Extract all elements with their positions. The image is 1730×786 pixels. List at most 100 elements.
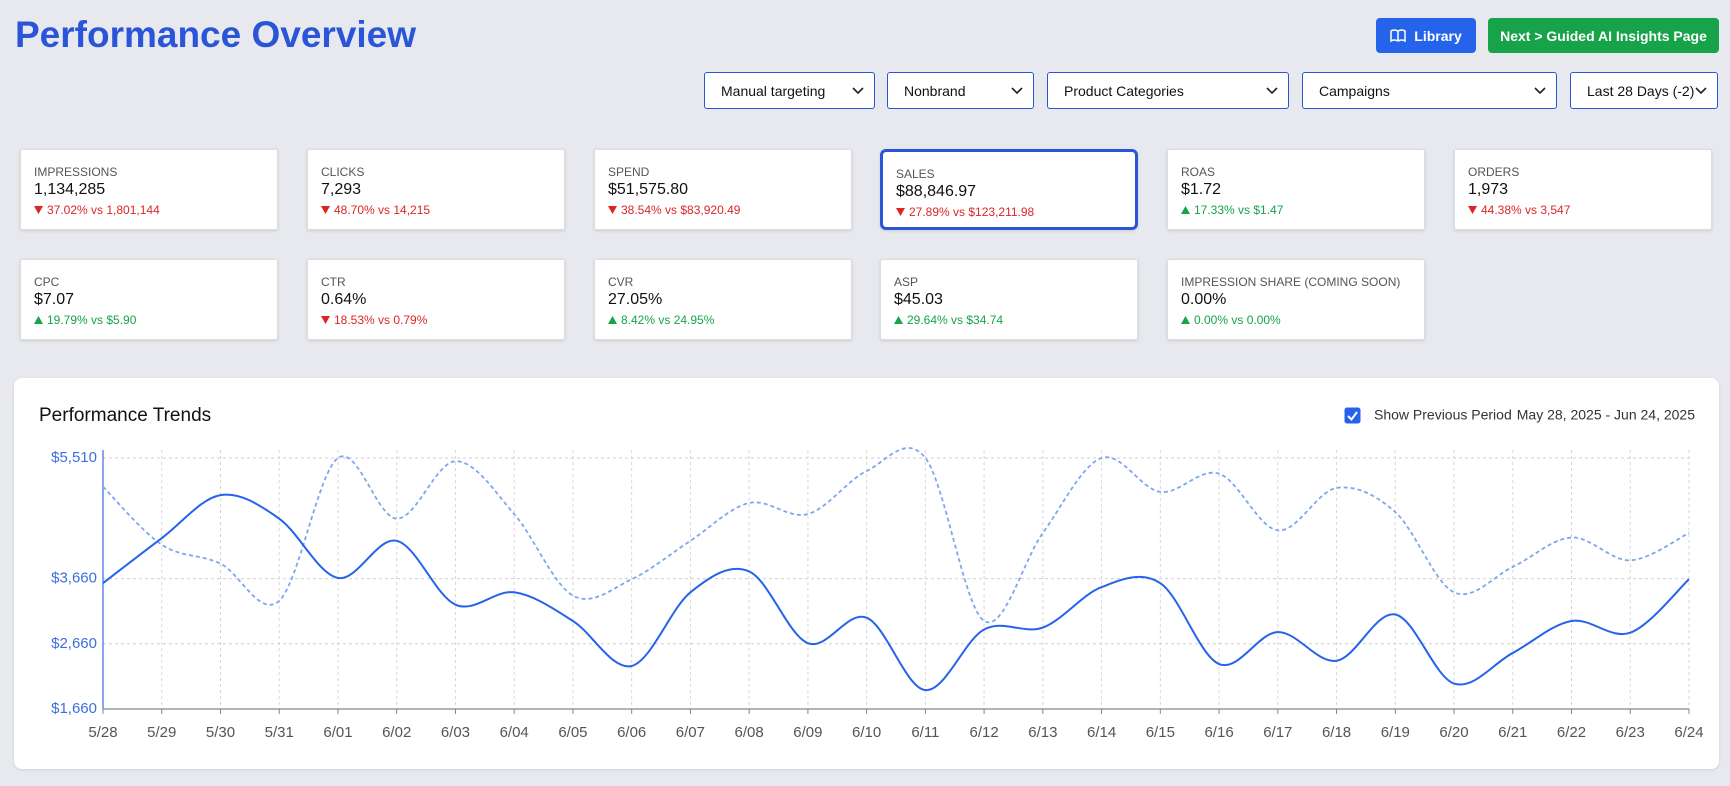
metric-card[interactable]: IMPRESSIONS 1,134,285 37.02% vs 1,801,144 xyxy=(20,149,278,230)
metric-label: CVR xyxy=(608,275,634,289)
x-tick-label: 6/01 xyxy=(323,724,352,741)
x-tick-label: 6/12 xyxy=(970,724,999,741)
metric-change-text: 8.42% vs 24.95% xyxy=(621,313,715,327)
filter-dropdown[interactable]: Last 28 Days (-2) xyxy=(1570,72,1718,109)
metric-value: $88,846.97 xyxy=(896,183,977,200)
metric-label: CPC xyxy=(34,275,60,289)
metric-card[interactable]: SPEND $51,575.80 38.54% vs $83,920.49 xyxy=(594,149,852,230)
trend-arrow xyxy=(1468,206,1477,214)
metric-label: SPEND xyxy=(608,165,650,179)
chevron xyxy=(1534,87,1546,95)
metric-label: IMPRESSION SHARE (COMING SOON) xyxy=(1181,275,1401,289)
book-icon xyxy=(1390,28,1407,42)
button-label: Library xyxy=(1414,27,1462,44)
line-series xyxy=(102,493,1690,692)
x-tick-label: 6/14 xyxy=(1087,724,1116,741)
x-tick-label: 6/07 xyxy=(676,724,705,741)
metric-label: CTR xyxy=(321,275,346,289)
filter-dropdown[interactable]: Nonbrand xyxy=(887,72,1034,109)
metric-change-text: 17.33% vs $1.47 xyxy=(1194,203,1284,217)
trend-arrow-shape xyxy=(608,316,617,324)
metric-label: ROAS xyxy=(1181,165,1216,179)
next-button[interactable]: Next > Guided AI Insights Page xyxy=(1488,18,1719,53)
filter-dropdown[interactable]: Campaigns xyxy=(1302,72,1557,109)
x-tick-label: 6/20 xyxy=(1439,724,1468,741)
filter-label: Nonbrand xyxy=(904,82,966,99)
trend-arrow-shape xyxy=(321,316,330,324)
metric-value: 1,134,285 xyxy=(34,181,106,198)
x-tick-label: 6/17 xyxy=(1263,724,1292,741)
metric-change-text: 29.64% vs $34.74 xyxy=(907,313,1004,327)
trend-arrow xyxy=(608,316,617,324)
x-tick-label: 6/13 xyxy=(1028,724,1057,741)
x-tick-label: 6/02 xyxy=(382,724,411,741)
metric-label: ORDERS xyxy=(1468,165,1520,179)
metric-change-text: 0.00% vs 0.00% xyxy=(1194,313,1281,327)
chevron xyxy=(1011,87,1023,95)
metric-change-text: 18.53% vs 0.79% xyxy=(334,313,428,327)
y-tick-label: $2,660 xyxy=(51,635,97,652)
metric-card[interactable]: CPC $7.07 19.79% vs $5.90 xyxy=(20,259,278,340)
x-tick-label: 6/10 xyxy=(852,724,881,741)
x-tick-label: 6/05 xyxy=(558,724,587,741)
metric-change: 29.64% vs $34.74 xyxy=(894,313,1003,327)
x-tick-label: 6/03 xyxy=(441,724,470,741)
trend-arrow-shape xyxy=(896,208,905,216)
library-button[interactable]: Library xyxy=(1376,18,1476,53)
metric-card[interactable]: ORDERS 1,973 44.38% vs 3,547 xyxy=(1454,149,1712,230)
metric-value: 27.05% xyxy=(608,291,663,308)
trend-arrow xyxy=(321,206,330,214)
y-tick-label: $1,660 xyxy=(51,700,97,717)
metric-label: ASP xyxy=(894,275,919,289)
chevron-path xyxy=(852,87,864,95)
x-tick-label: 6/18 xyxy=(1322,724,1351,741)
trend-arrow xyxy=(34,316,43,324)
chevron-path xyxy=(1695,87,1707,95)
metric-card[interactable]: CTR 0.64% 18.53% vs 0.79% xyxy=(307,259,565,340)
y-tick-label: $5,510 xyxy=(51,449,97,466)
metric-card[interactable]: ASP $45.03 29.64% vs $34.74 xyxy=(880,259,1138,340)
trend-arrow xyxy=(321,316,330,324)
metric-label: SALES xyxy=(896,167,935,181)
trend-arrow-shape xyxy=(34,316,43,324)
x-tick-label: 6/21 xyxy=(1498,724,1527,741)
x-tick-label: 6/09 xyxy=(793,724,822,741)
x-tick-label: 6/06 xyxy=(617,724,646,741)
metric-value: $51,575.80 xyxy=(608,181,689,198)
x-tick-label: 6/23 xyxy=(1616,724,1645,741)
metric-change: 19.79% vs $5.90 xyxy=(34,313,136,327)
button-label: Next > Guided AI Insights Page xyxy=(1500,27,1707,44)
metric-card[interactable]: CLICKS 7,293 48.70% vs 14,215 xyxy=(307,149,565,230)
chevron xyxy=(1695,87,1707,95)
chart-title: Performance Trends xyxy=(39,405,211,426)
metric-change-text: 48.70% vs 14,215 xyxy=(334,203,431,217)
metric-card[interactable]: IMPRESSION SHARE (COMING SOON) 0.00% 0.00%… xyxy=(1167,259,1425,340)
filter-label: Manual targeting xyxy=(721,82,826,99)
filter-label: Last 28 Days (-2) xyxy=(1587,82,1695,99)
metric-card[interactable]: SALES $88,846.97 27.89% vs $123,211.98 xyxy=(880,149,1138,230)
metric-change: 18.53% vs 0.79% xyxy=(321,313,427,327)
y-tick-label: $3,660 xyxy=(51,570,97,587)
trend-arrow-shape xyxy=(1181,206,1190,214)
checkbox[interactable] xyxy=(1344,407,1361,424)
metric-value: 7,293 xyxy=(321,181,362,198)
filter-dropdown[interactable]: Manual targeting xyxy=(704,72,875,109)
metric-value: 0.64% xyxy=(321,291,367,308)
metric-card[interactable]: CVR 27.05% 8.42% vs 24.95% xyxy=(594,259,852,340)
trend-arrow xyxy=(1181,206,1190,214)
filter-dropdown[interactable]: Product Categories xyxy=(1047,72,1289,109)
metric-change: 17.33% vs $1.47 xyxy=(1181,203,1283,217)
date-range: May 28, 2025 - Jun 24, 2025 xyxy=(1517,407,1695,423)
x-tick-label: 5/29 xyxy=(147,724,176,741)
chevron xyxy=(1266,87,1278,95)
x-tick-label: 5/28 xyxy=(88,724,117,741)
x-tick-label: 6/11 xyxy=(911,724,939,741)
chevron-path xyxy=(1266,87,1278,95)
metric-label: IMPRESSIONS xyxy=(34,165,118,179)
metric-value: $7.07 xyxy=(34,291,75,308)
metric-change: 44.38% vs 3,547 xyxy=(1468,203,1570,217)
metric-change: 0.00% vs 0.00% xyxy=(1181,313,1281,327)
x-tick-label: 6/08 xyxy=(735,724,764,741)
metric-card[interactable]: ROAS $1.72 17.33% vs $1.47 xyxy=(1167,149,1425,230)
